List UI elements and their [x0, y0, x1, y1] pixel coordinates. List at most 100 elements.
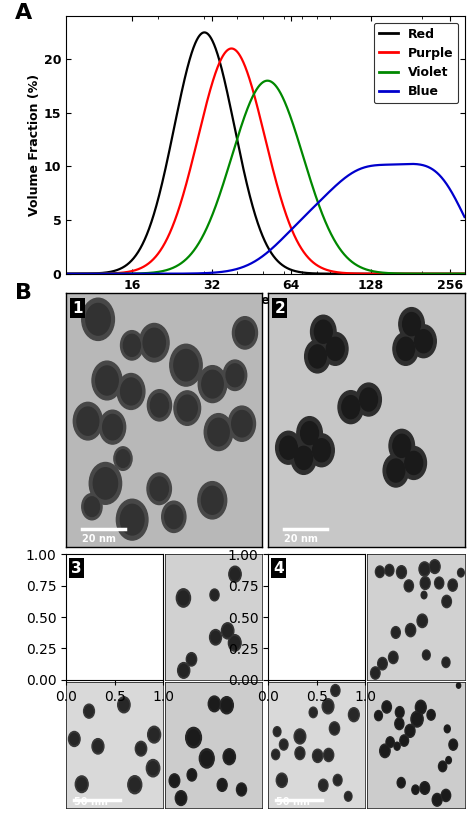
Circle shape: [210, 698, 219, 710]
Circle shape: [457, 684, 460, 688]
Circle shape: [77, 778, 87, 791]
Circle shape: [82, 298, 114, 340]
Circle shape: [298, 607, 307, 619]
Circle shape: [325, 750, 332, 760]
Circle shape: [118, 697, 130, 713]
Circle shape: [446, 756, 451, 764]
Circle shape: [405, 623, 416, 636]
Circle shape: [278, 775, 286, 786]
Circle shape: [338, 391, 364, 424]
Circle shape: [324, 659, 330, 667]
Circle shape: [198, 481, 227, 519]
Circle shape: [427, 710, 435, 721]
Circle shape: [220, 697, 233, 714]
Circle shape: [415, 700, 426, 714]
Circle shape: [375, 566, 384, 578]
Circle shape: [92, 738, 104, 754]
Circle shape: [100, 410, 126, 444]
Circle shape: [232, 317, 257, 349]
Circle shape: [322, 658, 331, 669]
Circle shape: [171, 775, 178, 786]
Circle shape: [177, 395, 197, 421]
Circle shape: [442, 657, 450, 667]
Circle shape: [312, 749, 323, 762]
Circle shape: [228, 635, 241, 651]
Circle shape: [401, 446, 427, 480]
Circle shape: [438, 761, 447, 772]
Circle shape: [423, 651, 429, 659]
Circle shape: [332, 686, 339, 695]
Circle shape: [237, 783, 246, 796]
Circle shape: [217, 778, 227, 792]
Circle shape: [420, 564, 428, 574]
Circle shape: [114, 447, 132, 470]
Circle shape: [187, 769, 197, 781]
Circle shape: [273, 751, 279, 758]
Circle shape: [103, 555, 116, 571]
Circle shape: [395, 743, 400, 749]
Circle shape: [149, 729, 159, 741]
Circle shape: [344, 615, 353, 628]
Circle shape: [417, 614, 428, 628]
Circle shape: [395, 718, 404, 730]
Circle shape: [353, 577, 362, 588]
Circle shape: [345, 792, 352, 801]
Circle shape: [324, 748, 334, 761]
Circle shape: [443, 659, 449, 666]
Circle shape: [443, 596, 450, 606]
Circle shape: [119, 698, 128, 711]
Circle shape: [413, 786, 418, 793]
Circle shape: [291, 601, 299, 612]
X-axis label: DNA-AuNP Cluster Diameter (nm): DNA-AuNP Cluster Diameter (nm): [148, 295, 383, 308]
Circle shape: [177, 792, 185, 804]
Circle shape: [428, 711, 434, 719]
Circle shape: [456, 683, 461, 688]
Circle shape: [140, 645, 155, 665]
Circle shape: [85, 706, 93, 716]
Circle shape: [211, 632, 220, 643]
Circle shape: [274, 627, 281, 636]
Circle shape: [135, 629, 147, 645]
Circle shape: [198, 366, 227, 402]
Circle shape: [129, 778, 140, 792]
Circle shape: [385, 565, 394, 576]
Circle shape: [210, 589, 219, 601]
Circle shape: [236, 321, 255, 345]
Circle shape: [84, 497, 100, 517]
Circle shape: [282, 609, 288, 617]
Circle shape: [419, 562, 430, 576]
Circle shape: [229, 566, 241, 583]
Circle shape: [378, 658, 387, 670]
Circle shape: [336, 577, 347, 592]
Circle shape: [333, 774, 342, 786]
Circle shape: [148, 726, 161, 743]
Circle shape: [376, 567, 383, 576]
Circle shape: [143, 328, 165, 357]
Circle shape: [320, 781, 327, 790]
Circle shape: [448, 579, 457, 591]
Circle shape: [405, 725, 415, 738]
Circle shape: [281, 740, 287, 749]
Text: 3: 3: [71, 561, 82, 575]
Circle shape: [449, 580, 456, 590]
Circle shape: [393, 332, 419, 366]
Circle shape: [387, 459, 405, 482]
Circle shape: [337, 595, 346, 606]
Circle shape: [93, 741, 102, 752]
Circle shape: [105, 557, 114, 570]
Circle shape: [273, 726, 281, 737]
Circle shape: [386, 565, 393, 574]
Circle shape: [211, 591, 218, 600]
Circle shape: [381, 746, 389, 756]
Circle shape: [405, 581, 412, 590]
Circle shape: [374, 711, 383, 721]
Circle shape: [310, 708, 316, 716]
Circle shape: [419, 616, 426, 626]
Circle shape: [228, 406, 255, 441]
Circle shape: [458, 570, 464, 576]
Circle shape: [208, 419, 229, 446]
Circle shape: [120, 378, 141, 405]
Circle shape: [441, 789, 451, 801]
Circle shape: [346, 792, 351, 800]
Circle shape: [201, 752, 212, 765]
